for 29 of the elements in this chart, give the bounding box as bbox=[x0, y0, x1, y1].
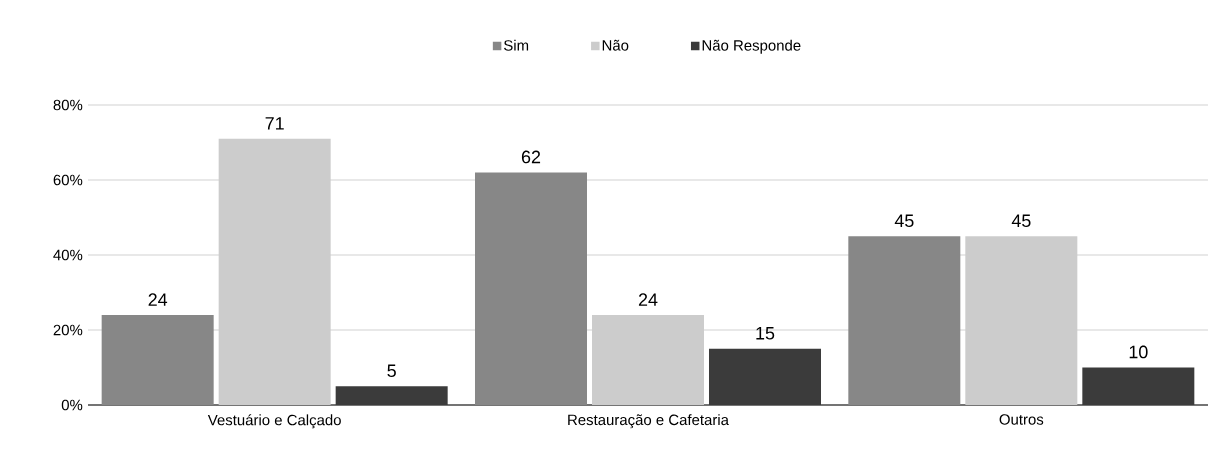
bar bbox=[218, 138, 331, 405]
bar bbox=[335, 386, 448, 405]
y-tick-label: 40% bbox=[53, 249, 83, 261]
data-label: 24 bbox=[638, 293, 658, 306]
x-tick-label: Outros bbox=[999, 414, 1044, 425]
data-label: 5 bbox=[387, 364, 396, 378]
x-tick-label: Restauração e Cafetaria bbox=[568, 414, 729, 429]
data-label: 10 bbox=[1129, 345, 1148, 359]
bar bbox=[965, 236, 1078, 405]
bar bbox=[101, 315, 214, 405]
data-label: 62 bbox=[521, 150, 541, 164]
bar bbox=[1082, 367, 1195, 405]
y-tick-label: 80% bbox=[53, 99, 83, 111]
y-tick-label: 60% bbox=[53, 174, 83, 186]
y-tick-label: 0% bbox=[61, 399, 83, 411]
bar bbox=[848, 236, 961, 405]
bar bbox=[592, 315, 704, 405]
data-label: 15 bbox=[756, 327, 775, 340]
legend-label: Não Responde bbox=[702, 39, 801, 54]
bar bbox=[709, 348, 821, 405]
data-label: 45 bbox=[894, 214, 914, 228]
legend-label: Sim bbox=[504, 39, 529, 51]
legend-label: Não bbox=[602, 39, 629, 51]
y-tick-label: 20% bbox=[53, 324, 83, 336]
data-label: 45 bbox=[1011, 214, 1031, 228]
x-tick-label: Vestuário e Calçado bbox=[207, 414, 341, 429]
data-label: 71 bbox=[265, 117, 284, 130]
bar bbox=[474, 172, 587, 405]
data-label: 24 bbox=[148, 293, 168, 306]
